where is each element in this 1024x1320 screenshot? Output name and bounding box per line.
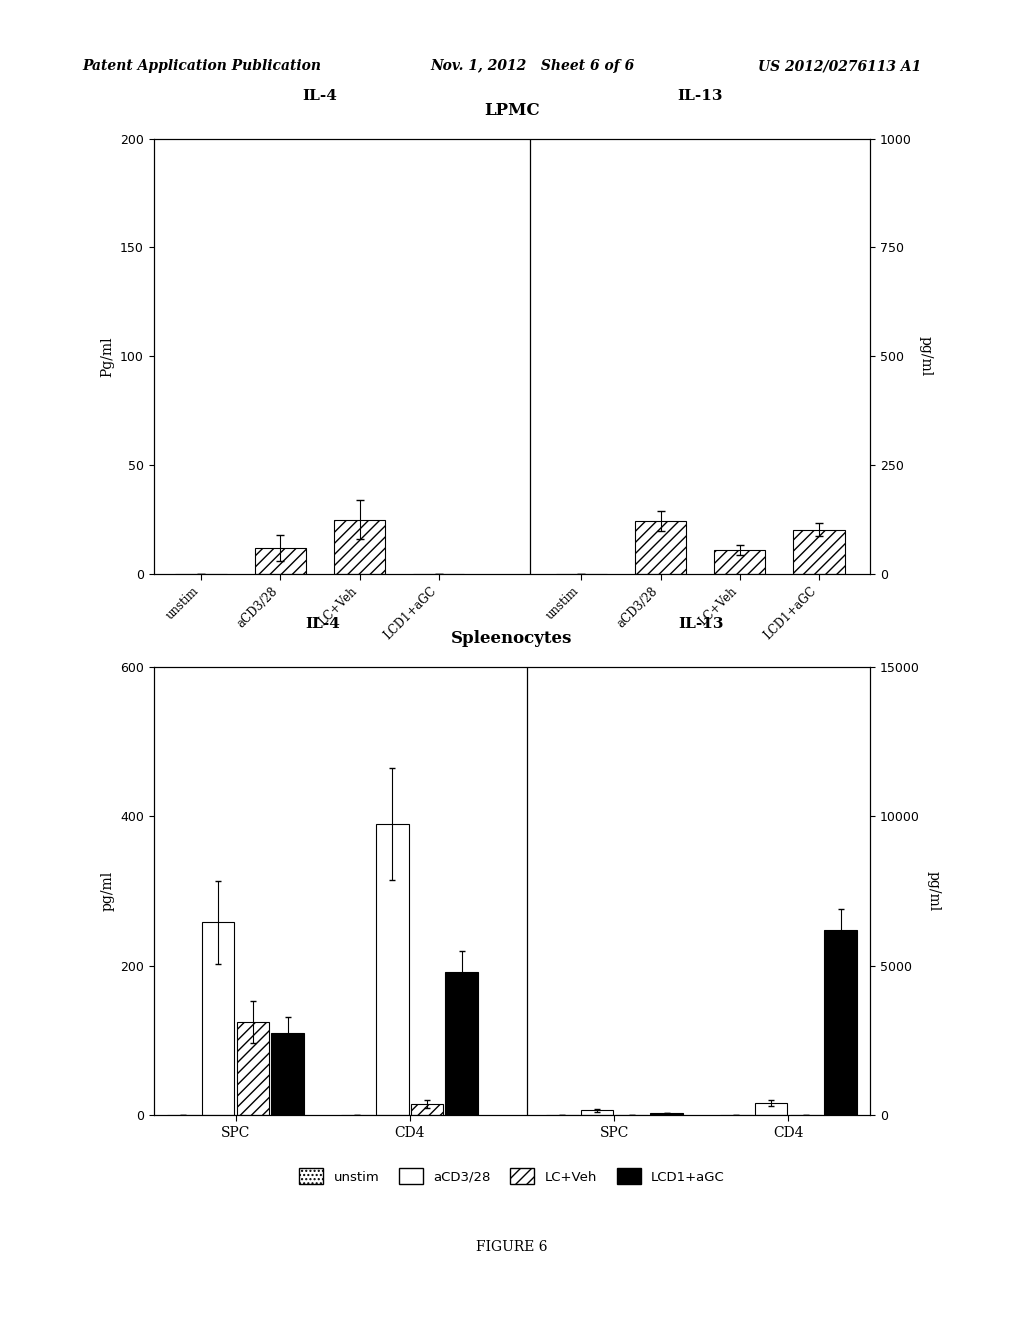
Y-axis label: pg/ml: pg/ml	[927, 871, 941, 911]
Bar	[650, 1113, 683, 1115]
Bar	[794, 529, 845, 574]
Text: Patent Application Publication: Patent Application Publication	[82, 59, 321, 74]
Bar	[714, 550, 766, 574]
Bar	[755, 1102, 787, 1115]
Bar	[445, 972, 478, 1115]
Y-axis label: pg/ml: pg/ml	[100, 871, 115, 911]
Text: US 2012/0276113 A1: US 2012/0276113 A1	[758, 59, 921, 74]
Text: Spleenocytes: Spleenocytes	[452, 630, 572, 647]
Text: IL-4: IL-4	[305, 616, 340, 631]
Text: IL-13: IL-13	[679, 616, 724, 631]
Bar	[255, 548, 306, 574]
Bar	[202, 923, 234, 1115]
Text: IL-13: IL-13	[677, 88, 723, 103]
Text: FIGURE 6: FIGURE 6	[476, 1241, 548, 1254]
Text: IL-4: IL-4	[302, 88, 337, 103]
Text: Nov. 1, 2012   Sheet 6 of 6: Nov. 1, 2012 Sheet 6 of 6	[430, 59, 634, 74]
Bar	[635, 521, 686, 574]
Bar	[824, 929, 857, 1115]
Y-axis label: pg/ml: pg/ml	[919, 337, 933, 376]
Legend: unstim, aCD3/28, LC+Veh, LCD1+aGC: unstim, aCD3/28, LC+Veh, LCD1+aGC	[294, 1163, 730, 1189]
Bar	[376, 824, 409, 1115]
Bar	[334, 520, 385, 574]
Bar	[581, 1110, 613, 1115]
Text: LPMC: LPMC	[484, 102, 540, 119]
Bar	[237, 1022, 269, 1115]
Bar	[411, 1104, 443, 1115]
Bar	[271, 1034, 304, 1115]
Y-axis label: Pg/ml: Pg/ml	[100, 337, 115, 376]
